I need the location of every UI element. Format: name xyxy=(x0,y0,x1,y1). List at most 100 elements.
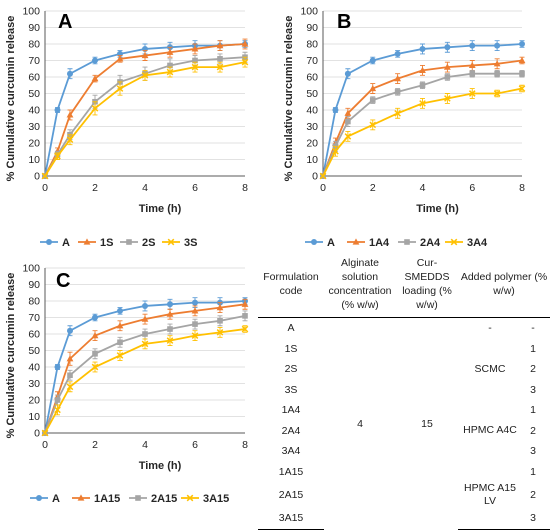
data-point xyxy=(344,109,352,116)
series-line xyxy=(44,328,246,434)
y-tick-label: 40 xyxy=(28,105,40,117)
polymer-amount: 1 xyxy=(530,404,536,417)
data-point xyxy=(91,332,99,339)
data-point xyxy=(519,41,525,47)
x-tick-label: 0 xyxy=(42,182,48,194)
data-point xyxy=(117,307,123,314)
data-point xyxy=(91,75,99,82)
alginate-cell: 4 xyxy=(357,417,363,430)
series-3A4 xyxy=(319,84,526,180)
data-point xyxy=(67,327,73,334)
x-tick-label: 8 xyxy=(242,439,248,451)
y-tick-label: 0 xyxy=(34,171,40,183)
polymer-amount: 2 xyxy=(530,424,536,437)
data-point xyxy=(67,70,73,77)
data-point xyxy=(469,42,476,49)
data-point xyxy=(141,72,149,79)
data-point xyxy=(469,70,476,77)
legend-entry: 1A4 xyxy=(347,237,390,249)
polymer-amount: 2 xyxy=(530,488,536,501)
legend-label: A xyxy=(52,493,60,505)
x-tick-label: 0 xyxy=(42,439,48,451)
data-point xyxy=(241,58,249,66)
code-cell: 1A15 xyxy=(278,465,304,478)
data-point xyxy=(419,66,426,73)
y-tick-label: 30 xyxy=(28,121,40,133)
code-cell: 2A15 xyxy=(278,489,304,501)
y-tick-label: 70 xyxy=(28,312,40,324)
series-line xyxy=(44,300,246,434)
y-tick-label: 50 xyxy=(306,88,318,100)
y-tick-label: 80 xyxy=(28,296,40,308)
y-tick-label: 10 xyxy=(28,411,40,423)
legend-marker xyxy=(404,239,410,245)
y-tick-label: 10 xyxy=(306,154,318,166)
legend-entry: 3A15 xyxy=(181,493,229,505)
data-point xyxy=(369,97,376,103)
data-point xyxy=(369,121,377,129)
data-point xyxy=(191,63,199,71)
y-tick-label: 100 xyxy=(22,263,40,275)
data-point xyxy=(166,310,174,317)
y-tick-label: 50 xyxy=(28,88,40,100)
data-point xyxy=(519,70,525,77)
y-tick-label: 0 xyxy=(34,428,40,440)
x-tick-label: 0 xyxy=(320,182,326,194)
y-tick-label: 30 xyxy=(28,378,40,390)
data-point xyxy=(91,105,99,112)
legend-label: 2A15 xyxy=(151,493,177,505)
series-3A15 xyxy=(41,325,249,437)
polymer-amount: 3 xyxy=(530,383,536,396)
y-tick-label: 70 xyxy=(28,55,40,67)
series-line xyxy=(44,43,246,177)
legend-entry: A xyxy=(30,493,60,505)
data-point xyxy=(92,351,98,357)
data-point xyxy=(54,406,61,414)
data-point xyxy=(141,315,149,322)
x-tick-label: 4 xyxy=(142,439,148,451)
legend-entry: A xyxy=(305,237,335,249)
y-tick-label: 20 xyxy=(306,138,318,150)
polymer-amount: - xyxy=(531,322,535,335)
data-point xyxy=(518,56,526,64)
data-point xyxy=(394,89,401,95)
legend-marker xyxy=(46,239,52,245)
legend-marker xyxy=(352,238,360,245)
data-point xyxy=(493,60,501,67)
data-point xyxy=(66,111,74,118)
chart-panel-b: 0 10 20 30 40 50 60 70 80 90 100 0 2 4 6 8 Time (h) % Cum… xyxy=(283,6,526,249)
loading-cell: 15 xyxy=(421,417,433,430)
data-point xyxy=(54,152,61,160)
gridlines xyxy=(45,267,245,434)
data-point xyxy=(468,61,476,69)
y-axis-title: % Cumulative curcumin release xyxy=(5,273,17,439)
data-point xyxy=(167,326,173,332)
data-point xyxy=(66,136,74,144)
data-point xyxy=(394,75,402,82)
data-point xyxy=(54,397,61,403)
x-tick-label: 2 xyxy=(92,182,98,194)
data-point xyxy=(443,63,451,70)
polymer-cell: 3 xyxy=(458,441,550,462)
y-tick-label: 80 xyxy=(306,39,318,51)
data-point xyxy=(332,107,339,113)
legend-entry: 1A15 xyxy=(72,493,120,505)
legend-label: 3A15 xyxy=(203,493,229,505)
data-point xyxy=(167,301,173,308)
data-point xyxy=(241,40,249,47)
polymer-cell: 1 xyxy=(458,339,550,360)
data-point xyxy=(216,42,224,49)
series-line xyxy=(44,303,246,434)
legend-marker xyxy=(167,238,175,246)
x-axis-title: Time (h) xyxy=(139,203,182,215)
data-point xyxy=(394,50,401,57)
legend-label: 2S xyxy=(142,237,155,249)
data-point xyxy=(141,340,149,348)
legend-marker xyxy=(186,494,194,502)
x-tick-label: 4 xyxy=(142,182,148,194)
polymer-name: SCMC xyxy=(474,363,506,376)
gridlines xyxy=(45,10,245,177)
data-point xyxy=(141,51,149,59)
data-point xyxy=(216,329,224,336)
code-cell: 2S xyxy=(284,363,298,376)
